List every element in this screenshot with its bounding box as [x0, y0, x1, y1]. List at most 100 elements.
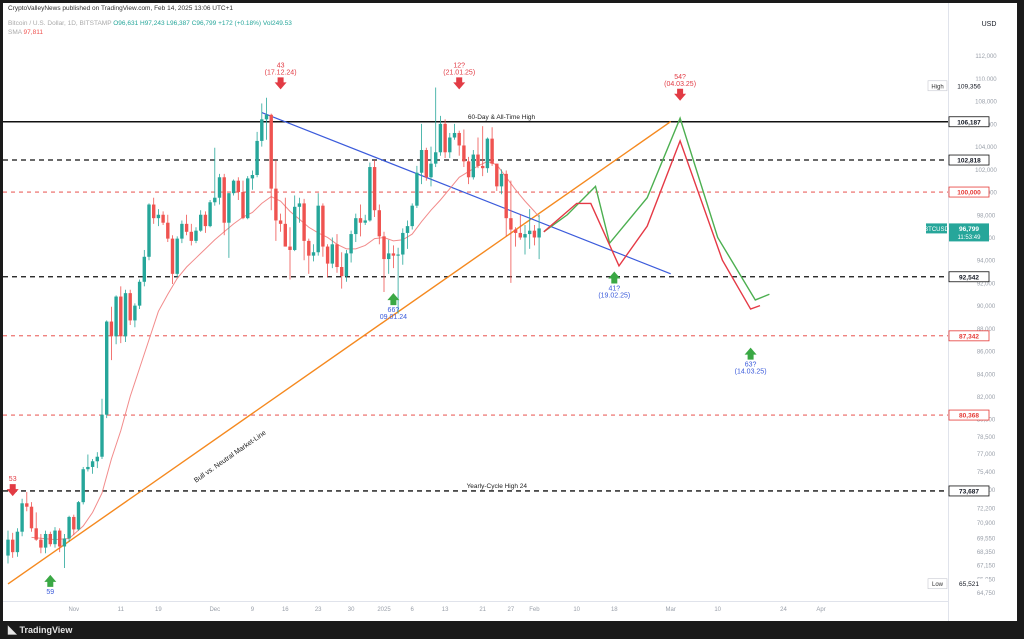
- candle: [48, 531, 52, 547]
- y-tick-label: 92,000: [977, 281, 996, 287]
- candle-body: [302, 203, 306, 241]
- candle: [119, 286, 123, 344]
- candle: [387, 239, 391, 274]
- price-axis[interactable]: USD112,000110,000108,000106,000104,00010…: [924, 3, 998, 621]
- candle: [25, 491, 29, 512]
- candle: [105, 320, 109, 419]
- y-tick-label: 88,000: [977, 327, 996, 333]
- tradingview-logo-icon: ◣: [8, 624, 17, 636]
- x-tick-label: 19: [155, 607, 162, 613]
- symbol-tag: [926, 223, 947, 234]
- y-tick-label: 98,000: [977, 213, 996, 219]
- candle: [142, 249, 146, 287]
- candle: [175, 236, 179, 278]
- candle-body: [509, 218, 513, 230]
- candle-body: [368, 167, 372, 221]
- candle-body: [236, 180, 240, 193]
- y-tick-label: 84,000: [977, 372, 996, 378]
- candle: [147, 203, 151, 261]
- time-axis[interactable]: Nov 11 19 Dec 9 16 23 30 2025 6 13 21 27 Feb 10 18 Mar 10…: [3, 601, 948, 614]
- candle-body: [504, 173, 508, 219]
- candle-body: [490, 138, 494, 164]
- high-tag-label: High: [931, 84, 943, 90]
- candle: [67, 515, 71, 542]
- y-tick-label: 77,000: [977, 452, 996, 458]
- candle-body: [25, 503, 29, 507]
- footer-bar: [0, 621, 1024, 639]
- ohlc-low: L96,387: [166, 20, 190, 27]
- candle: [518, 214, 522, 240]
- candle: [311, 244, 316, 262]
- candle-body: [147, 204, 151, 257]
- candle-body: [382, 236, 386, 260]
- candle: [363, 214, 367, 225]
- x-tick-label: 18: [611, 607, 618, 613]
- candle: [443, 119, 447, 158]
- candle-body: [95, 456, 99, 462]
- candle: [293, 195, 297, 252]
- candle-body: [142, 256, 146, 282]
- candle-body: [213, 197, 217, 203]
- horizontal-levels: 60-Day & All-Time High Yearly-Cycle High …: [3, 114, 948, 492]
- candle-body: [387, 253, 391, 260]
- level-price-box: [948, 409, 990, 421]
- x-tick-label: 27: [508, 607, 515, 613]
- candle: [231, 179, 236, 196]
- candle-body: [537, 228, 541, 238]
- sma-label: SMA: [8, 29, 22, 36]
- publisher-line: CryptoValleyNews published on TradingVie…: [8, 5, 234, 12]
- x-tick-label: 11: [118, 607, 125, 613]
- candle: [316, 193, 320, 256]
- y-tick-label: 82,000: [977, 395, 996, 401]
- candle: [344, 249, 349, 282]
- candle-body: [137, 281, 142, 306]
- candle-body: [53, 530, 57, 545]
- candle-body: [255, 140, 259, 175]
- candle-body: [405, 226, 410, 233]
- candle-body: [288, 246, 292, 250]
- candle: [419, 123, 424, 185]
- level-price-label: 106,187: [957, 119, 981, 126]
- candle-body: [72, 516, 76, 530]
- candle-body: [76, 502, 81, 530]
- x-tick-label: 30: [348, 607, 355, 613]
- candle-body: [90, 461, 95, 467]
- candle-body: [340, 267, 344, 277]
- sma-value: 97,811: [23, 29, 43, 36]
- candle: [20, 498, 24, 537]
- candle-body: [189, 231, 193, 241]
- candle-body: [415, 172, 419, 206]
- level-price-label: 100,000: [957, 190, 981, 197]
- arrow-date-label: (19.02.25): [598, 293, 630, 300]
- x-tick-label: 21: [479, 607, 486, 613]
- candle-body: [307, 240, 311, 256]
- candle-body: [410, 205, 414, 227]
- candle-body: [105, 321, 109, 415]
- candle: [330, 237, 334, 269]
- tradingview-brand: TradingView: [19, 624, 73, 635]
- arrow-date-label: 09.01.24: [380, 314, 407, 321]
- candle: [29, 502, 34, 532]
- arrow-date-label: (14.03.25): [735, 369, 767, 376]
- level-price-box: [948, 116, 990, 128]
- candle: [90, 459, 95, 474]
- tradingview-logo[interactable]: ◣ TradingView: [8, 623, 72, 636]
- candle-body: [119, 296, 123, 337]
- low-price-box: [949, 578, 989, 589]
- candle-body: [180, 223, 184, 239]
- x-tick-label: 10: [714, 607, 721, 613]
- arrow-top-label: 12?: [453, 62, 465, 69]
- wedge-resistance-line: [261, 111, 671, 275]
- ohlc-volume: Vol249.53: [262, 20, 292, 27]
- ohlc-open: O96,631: [113, 20, 139, 27]
- candle: [283, 197, 287, 247]
- candle-body: [481, 165, 485, 169]
- timing-arrow: 12?(21.01.25): [443, 62, 475, 90]
- high-price-box: [949, 80, 989, 91]
- ohlc-close: C96,799: [191, 20, 217, 27]
- candle: [401, 228, 405, 265]
- x-tick-label: 2025: [377, 607, 391, 613]
- x-tick-label: 9: [251, 607, 255, 613]
- price-chart[interactable]: 60-Day & All-Time High Yearly-Cycle High …: [3, 3, 1017, 621]
- candles: [6, 87, 541, 569]
